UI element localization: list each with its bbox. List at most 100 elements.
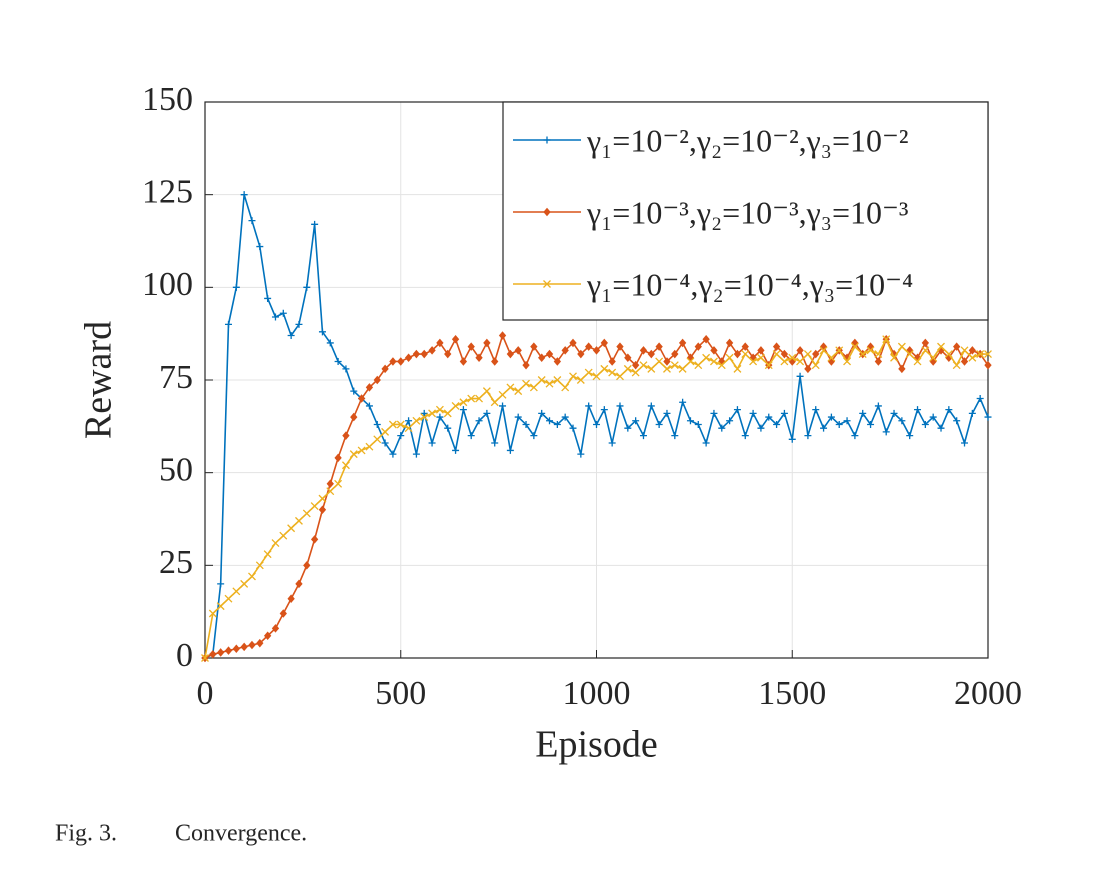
marker bbox=[357, 394, 366, 403]
marker bbox=[553, 357, 562, 366]
marker bbox=[631, 368, 640, 377]
marker bbox=[632, 417, 640, 425]
marker bbox=[543, 207, 551, 217]
marker bbox=[616, 342, 624, 351]
marker bbox=[530, 342, 538, 351]
y-axis-label: Reward bbox=[78, 321, 120, 439]
marker bbox=[639, 346, 648, 355]
marker bbox=[655, 342, 663, 351]
marker bbox=[937, 424, 945, 432]
marker bbox=[796, 346, 804, 355]
x-axis-label: Episode bbox=[535, 724, 657, 766]
legend-label: γ₁=10⁻²,γ₂=10⁻²,γ₃=10⁻² bbox=[586, 122, 908, 158]
marker bbox=[694, 342, 702, 351]
marker bbox=[858, 350, 867, 359]
marker bbox=[874, 350, 883, 359]
marker bbox=[506, 349, 515, 359]
marker bbox=[475, 353, 483, 363]
marker bbox=[569, 338, 577, 348]
marker bbox=[467, 394, 476, 403]
marker bbox=[796, 357, 805, 366]
marker bbox=[443, 409, 452, 418]
marker bbox=[968, 346, 976, 355]
marker bbox=[976, 350, 985, 359]
marker bbox=[804, 364, 812, 374]
marker bbox=[295, 579, 303, 589]
marker bbox=[678, 364, 687, 373]
marker bbox=[702, 439, 710, 447]
marker bbox=[334, 453, 342, 463]
marker bbox=[248, 572, 256, 581]
marker bbox=[311, 220, 319, 228]
marker bbox=[710, 346, 718, 355]
legend-box bbox=[502, 101, 989, 321]
marker bbox=[874, 357, 883, 366]
marker bbox=[522, 420, 530, 428]
marker bbox=[326, 479, 334, 489]
marker bbox=[968, 353, 977, 362]
marker bbox=[483, 409, 491, 417]
marker bbox=[224, 646, 233, 655]
marker bbox=[318, 505, 327, 515]
marker bbox=[271, 624, 280, 633]
marker bbox=[914, 406, 922, 414]
marker bbox=[608, 368, 617, 377]
y-tick-label: 25 bbox=[159, 544, 193, 581]
marker bbox=[240, 642, 248, 652]
marker bbox=[937, 342, 945, 351]
marker bbox=[279, 609, 287, 618]
marker bbox=[381, 427, 390, 436]
marker bbox=[569, 372, 577, 381]
marker bbox=[561, 346, 569, 355]
marker bbox=[451, 401, 460, 410]
marker bbox=[396, 420, 405, 429]
marker bbox=[585, 342, 593, 351]
marker bbox=[303, 561, 311, 570]
marker bbox=[773, 420, 781, 428]
marker bbox=[726, 417, 734, 425]
marker bbox=[412, 416, 421, 425]
marker bbox=[733, 349, 742, 359]
marker bbox=[318, 494, 327, 503]
marker bbox=[655, 357, 664, 366]
marker bbox=[725, 338, 734, 348]
marker bbox=[389, 357, 397, 366]
marker bbox=[812, 349, 820, 359]
marker bbox=[968, 409, 976, 417]
marker bbox=[318, 328, 326, 336]
marker bbox=[788, 353, 797, 362]
marker bbox=[491, 357, 499, 366]
marker bbox=[482, 387, 491, 396]
marker bbox=[279, 531, 288, 540]
marker bbox=[420, 409, 428, 417]
marker bbox=[232, 587, 241, 596]
y-tick-label: 50 bbox=[159, 451, 193, 488]
marker bbox=[592, 372, 601, 381]
marker bbox=[404, 353, 413, 363]
marker bbox=[898, 417, 906, 425]
marker bbox=[921, 420, 929, 428]
marker bbox=[984, 360, 992, 370]
marker bbox=[663, 364, 671, 373]
marker bbox=[890, 409, 898, 417]
figure-label: Fig. 3. bbox=[55, 821, 117, 847]
marker bbox=[388, 420, 397, 429]
x-tick-label: 500 bbox=[375, 675, 426, 712]
marker bbox=[788, 435, 796, 443]
marker bbox=[913, 357, 922, 366]
marker bbox=[593, 420, 600, 428]
marker bbox=[608, 357, 616, 366]
marker bbox=[843, 357, 852, 366]
marker bbox=[295, 320, 303, 328]
marker bbox=[543, 136, 551, 144]
marker bbox=[248, 217, 256, 225]
x-tick-label: 2000 bbox=[954, 675, 1022, 712]
marker bbox=[420, 349, 428, 359]
marker bbox=[350, 387, 358, 395]
marker bbox=[357, 446, 366, 455]
marker bbox=[506, 383, 515, 392]
marker bbox=[616, 372, 624, 381]
marker bbox=[373, 435, 382, 444]
